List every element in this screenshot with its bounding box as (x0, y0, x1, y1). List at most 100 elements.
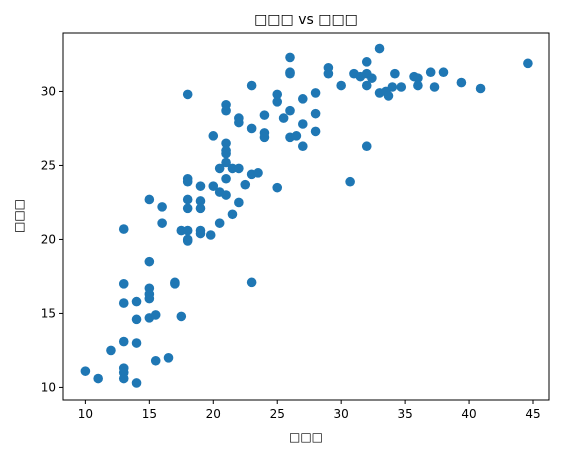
data-point (367, 73, 377, 83)
data-point (278, 113, 289, 123)
data-point (157, 202, 167, 212)
data-point (182, 236, 193, 246)
data-point (253, 168, 263, 178)
x-tick-label: 25 (270, 407, 285, 421)
data-point (285, 68, 295, 79)
data-point (285, 105, 295, 116)
data-point (272, 97, 283, 107)
data-point (182, 203, 193, 214)
data-point (361, 80, 372, 91)
y-tick-label: 10 (41, 380, 56, 394)
data-point (150, 310, 161, 320)
data-point (195, 181, 206, 191)
data-point (221, 190, 231, 200)
data-point (234, 163, 244, 174)
data-point (429, 82, 440, 92)
data-point (374, 43, 385, 54)
chart-title: □□□ vs □□□ (254, 12, 358, 28)
data-point (345, 176, 355, 187)
x-tick-label: 10 (78, 407, 93, 421)
data-point (221, 173, 231, 184)
data-point (246, 80, 257, 91)
data-point (234, 197, 244, 208)
data-point (523, 58, 533, 69)
data-point (214, 218, 225, 228)
data-point (272, 89, 283, 100)
data-point (323, 68, 334, 79)
data-point (291, 131, 302, 141)
data-point (208, 181, 219, 191)
data-point (205, 230, 216, 240)
data-point (163, 353, 174, 363)
data-point (208, 131, 219, 141)
data-point (475, 83, 486, 94)
data-point (195, 196, 206, 206)
data-point (387, 82, 398, 92)
data-point (259, 110, 270, 120)
data-point (131, 296, 142, 307)
data-point (131, 378, 142, 388)
data-point (195, 228, 206, 239)
y-axis-title: □□□ (12, 199, 26, 233)
data-point (240, 179, 251, 190)
data-point (336, 80, 346, 91)
data-point (390, 68, 400, 79)
data-point (118, 336, 129, 347)
x-tick-label: 35 (397, 407, 412, 421)
x-tick-label: 45 (525, 407, 540, 421)
data-point (234, 117, 244, 128)
data-point (383, 91, 394, 101)
x-tick-label: 15 (142, 407, 157, 421)
data-point (170, 279, 180, 289)
ticks-layer: 10 15 20 25 30 35 40 45 10 15 20 25 30 (41, 84, 541, 421)
data-point (195, 203, 206, 214)
data-point (182, 89, 193, 100)
data-point (144, 194, 155, 205)
x-tick-label: 30 (334, 407, 349, 421)
data-point (144, 256, 155, 267)
data-point (425, 67, 436, 78)
data-point (298, 119, 308, 129)
data-point (182, 176, 193, 187)
x-tick-label: 20 (206, 407, 221, 421)
data-point (310, 88, 321, 98)
data-point (413, 80, 423, 91)
data-point (93, 373, 103, 384)
data-point (361, 141, 372, 152)
data-point (396, 82, 407, 92)
data-point (106, 345, 116, 356)
data-point (298, 94, 308, 104)
data-point (118, 224, 129, 234)
data-point (246, 277, 257, 288)
data-point (310, 108, 321, 119)
data-point (221, 148, 231, 159)
plot-frame (62, 32, 550, 401)
data-point (157, 218, 167, 228)
data-point (227, 209, 238, 220)
data-point (144, 293, 155, 304)
data-point (118, 279, 129, 289)
y-tick-label: 15 (41, 306, 56, 320)
points-layer (80, 43, 533, 388)
data-point (298, 141, 308, 152)
y-tick-label: 30 (41, 84, 56, 98)
x-tick-label: 40 (461, 407, 476, 421)
x-axis-title: □□□ (289, 430, 323, 444)
data-point (221, 138, 231, 149)
data-point (80, 366, 91, 376)
data-point (413, 73, 423, 83)
y-tick-label: 20 (41, 232, 56, 246)
data-point (438, 67, 449, 78)
data-point (221, 105, 231, 116)
data-point (182, 194, 193, 205)
data-point (131, 338, 142, 348)
data-point (259, 132, 270, 143)
data-point (221, 157, 231, 168)
y-tick-label: 25 (41, 158, 56, 172)
data-point (246, 123, 257, 134)
data-point (176, 311, 187, 322)
data-point (150, 355, 161, 366)
data-point (456, 77, 467, 88)
